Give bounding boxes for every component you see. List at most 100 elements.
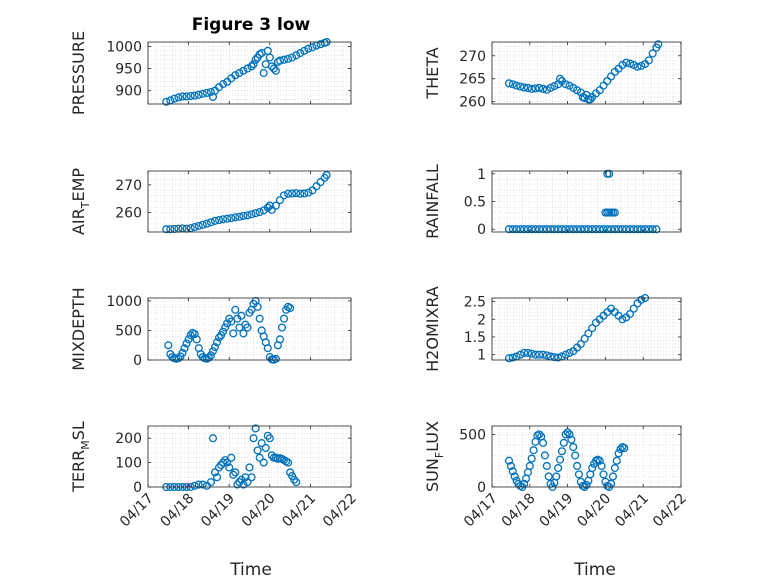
x-tick-label: 04/21: [612, 491, 652, 531]
x-tick-label: 04/18: [499, 491, 539, 531]
data-point: [633, 62, 642, 71]
data-point: [247, 210, 256, 219]
data-point: [279, 191, 289, 200]
data-point: [516, 350, 525, 359]
data-point: [599, 225, 608, 234]
data-point: [529, 446, 538, 455]
y-tick-label: 2: [477, 312, 486, 328]
series-markers: [504, 169, 661, 234]
data-point: [210, 216, 220, 225]
data-point: [586, 95, 595, 104]
data-point: [561, 430, 570, 439]
data-point: [206, 87, 215, 97]
data-point: [625, 309, 635, 318]
data-point: [506, 461, 515, 471]
data-point: [618, 225, 627, 234]
x-tick-label: 04/22: [320, 491, 360, 531]
data-point: [304, 44, 313, 53]
data-point: [288, 53, 297, 62]
data-point: [565, 348, 574, 357]
axes-background: [148, 426, 351, 487]
data-point: [186, 224, 195, 233]
data-point: [629, 304, 638, 313]
data-point: [588, 324, 597, 333]
data-point: [523, 348, 532, 357]
data-point: [296, 49, 305, 58]
subplot-5: 0 500 1000 MIXDEPTH: [69, 287, 352, 371]
x-tick-label: 04/19: [537, 491, 577, 531]
data-point: [565, 430, 574, 439]
data-point: [263, 203, 272, 212]
data-point: [508, 80, 517, 89]
data-point: [504, 456, 514, 465]
series-markers: [162, 424, 301, 492]
data-point: [255, 207, 264, 217]
data-point: [582, 480, 591, 489]
data-point: [243, 323, 252, 332]
data-point: [614, 225, 623, 234]
data-point: [251, 424, 260, 433]
data-point: [572, 225, 582, 234]
data-point: [620, 444, 629, 453]
data-point: [210, 342, 220, 352]
data-point: [237, 311, 246, 320]
data-point: [202, 219, 211, 228]
data-point: [284, 458, 293, 467]
data-point: [525, 461, 534, 471]
data-point: [164, 341, 173, 350]
data-point: [255, 50, 264, 59]
data-point: [308, 43, 317, 52]
data-point: [198, 220, 207, 229]
data-point: [208, 434, 218, 443]
data-point: [538, 438, 548, 447]
data-point: [194, 90, 203, 99]
data-point: [512, 81, 521, 90]
data-point: [610, 225, 619, 234]
data-point: [614, 449, 623, 458]
data-point: [245, 463, 254, 472]
data-point: [174, 354, 183, 363]
x-tick-label: 04/20: [239, 491, 279, 531]
data-point: [249, 60, 258, 69]
data-point: [190, 222, 199, 232]
y-axis-label: PRESSURE: [69, 31, 88, 115]
y-tick-label: 2.5: [464, 295, 486, 311]
data-point: [186, 331, 195, 340]
data-point: [275, 335, 285, 344]
y-tick-label: 270: [115, 178, 142, 194]
data-point: [263, 431, 272, 440]
data-point: [603, 225, 612, 234]
y-axis-label-main: H2OMIXRA: [423, 286, 442, 372]
data-point: [227, 453, 236, 462]
subplot-7: 0 100 200 04/17 04/18 04/19 04/20 04/21 04/22 TER…: [69, 421, 360, 530]
data-point: [608, 472, 618, 481]
y-axis-label: H2OMIXRA: [423, 286, 442, 372]
data-point: [269, 64, 278, 73]
data-point: [527, 84, 536, 93]
x-tick-label: 04/22: [650, 491, 690, 531]
data-point: [182, 92, 191, 101]
y-tick-label: 1000: [106, 39, 142, 55]
x-tick-label: 04/17: [461, 491, 501, 531]
data-point: [247, 473, 256, 482]
figure-title: Figure 3 low: [192, 15, 311, 35]
y-tick-label: 500: [459, 427, 486, 443]
data-point: [279, 55, 289, 64]
data-point: [523, 225, 532, 234]
data-point: [540, 451, 549, 460]
data-point: [290, 475, 299, 484]
data-point: [271, 201, 280, 210]
data-point: [512, 225, 521, 234]
data-point: [215, 333, 224, 342]
y-axis-label-main: RAINFALL: [423, 164, 442, 239]
y-axis-label: SUNFLUX: [423, 421, 446, 492]
data-point: [206, 478, 215, 487]
data-point: [219, 215, 228, 224]
data-point: [198, 480, 207, 489]
y-tick-label: 0: [133, 353, 142, 369]
data-point: [629, 225, 638, 234]
data-point: [162, 97, 171, 106]
data-point: [253, 446, 262, 455]
data-point: [544, 472, 553, 481]
